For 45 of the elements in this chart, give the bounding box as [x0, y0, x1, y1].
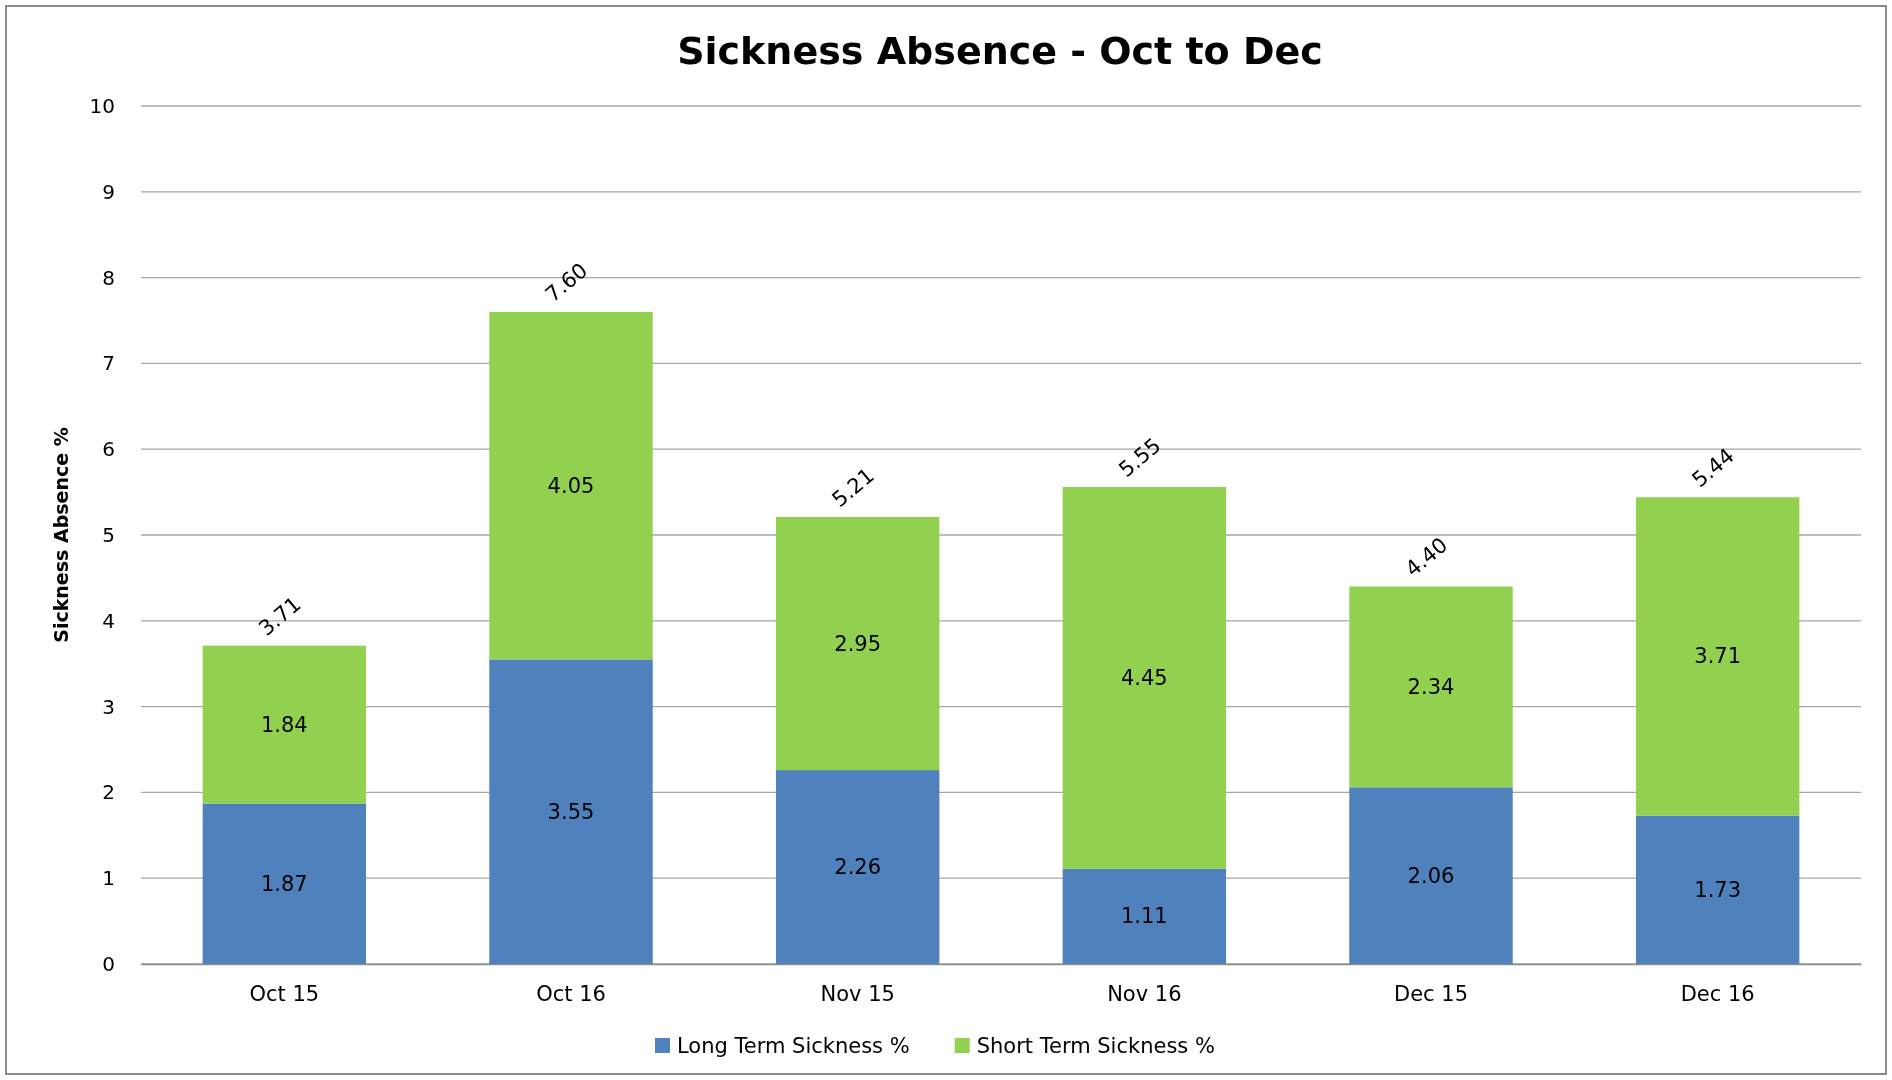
x-tick-label: Nov 16 — [1107, 981, 1182, 1006]
x-tick-label: Oct 16 — [536, 981, 606, 1006]
y-tick-label: 0 — [102, 951, 115, 976]
bar — [1635, 497, 1800, 816]
data-label: 1.73 — [1694, 877, 1742, 902]
data-label: 1.11 — [1120, 904, 1168, 929]
bar — [1062, 868, 1227, 964]
bar — [202, 645, 367, 804]
x-tick-label: Oct 15 — [249, 981, 320, 1006]
legend-label: Long Term Sickness % — [677, 1034, 910, 1058]
data-label: 2.34 — [1407, 674, 1455, 699]
data-label: 2.95 — [834, 631, 882, 656]
data-label: 4.05 — [547, 473, 595, 498]
y-tick-label: 1 — [102, 866, 115, 891]
bar — [202, 803, 367, 964]
bar — [489, 311, 653, 660]
data-label: 2.06 — [1407, 863, 1455, 888]
y-tick-label: 2 — [102, 780, 115, 805]
data-label: 4.45 — [1120, 665, 1168, 690]
bar — [1349, 787, 1513, 964]
y-tick-label: 6 — [102, 437, 115, 462]
chart-title: Sickness Absence - Oct to Dec — [677, 29, 1323, 73]
y-tick-label: 8 — [102, 265, 115, 290]
bar — [1062, 486, 1227, 869]
data-label: 1.87 — [260, 871, 308, 896]
y-axis-title: Sickness Absence % — [50, 427, 72, 643]
x-tick-label: Nov 15 — [820, 981, 895, 1006]
y-tick-label: 3 — [102, 694, 115, 719]
y-tick-label: 4 — [102, 608, 115, 633]
data-label: 2.26 — [834, 855, 882, 880]
legend-label: Short Term Sickness % — [976, 1034, 1215, 1058]
data-label: 1.84 — [260, 712, 308, 737]
x-tick-label: Dec 16 — [1680, 981, 1755, 1006]
data-label: 3.55 — [547, 799, 595, 824]
y-tick-label: 10 — [89, 93, 115, 118]
y-tick-label: 7 — [102, 351, 115, 376]
y-tick-label: 5 — [102, 522, 115, 547]
x-tick-label: Dec 15 — [1393, 981, 1469, 1006]
bar — [1635, 815, 1800, 964]
bar — [775, 770, 940, 964]
bar — [489, 659, 653, 964]
bar — [775, 516, 940, 771]
data-label: 3.71 — [1694, 644, 1742, 669]
y-tick-label: 9 — [102, 179, 115, 204]
bar — [1349, 586, 1513, 788]
